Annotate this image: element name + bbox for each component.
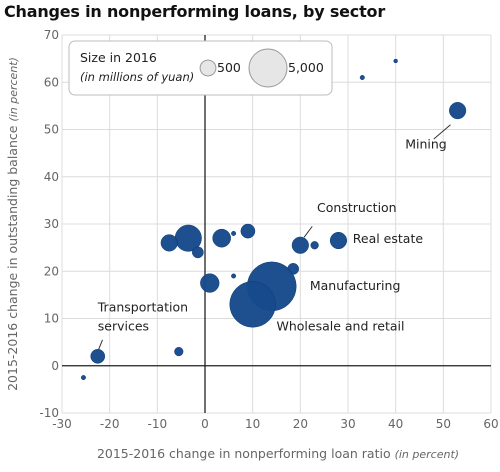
x-tick-label: -30 xyxy=(52,417,72,431)
legend-title: Size in 2016 xyxy=(80,50,157,65)
y-tick-label: 40 xyxy=(44,170,59,184)
bubble xyxy=(174,346,184,357)
x-tick-label: 40 xyxy=(388,417,403,431)
y-tick-label: 20 xyxy=(44,264,59,278)
bubble-annotation: Manufacturing xyxy=(310,278,401,293)
legend: Size in 2016 (in millions of yuan) 500 5,00… xyxy=(68,40,333,96)
leader-line xyxy=(433,124,451,140)
bubble xyxy=(212,228,231,248)
bubble-annotation: services xyxy=(98,318,149,333)
x-tick-label: 60 xyxy=(483,417,498,431)
legend-large-label: 5,000 xyxy=(288,60,324,75)
y-tick-labels: -10 0 10 20 30 40 50 60 70 xyxy=(39,28,59,420)
bubble-wholesale-and-retail xyxy=(229,281,276,328)
x-tick-label: -10 xyxy=(148,417,168,431)
zero-lines xyxy=(62,35,491,413)
bubble xyxy=(192,246,204,259)
legend-bubble-small xyxy=(199,59,217,77)
bubble-annotation: Transportation xyxy=(97,299,188,314)
bubble xyxy=(160,234,178,252)
bubble-mining xyxy=(449,102,467,120)
bubble-real-estate xyxy=(329,231,348,250)
bubble xyxy=(393,58,398,64)
y-tick-label: -10 xyxy=(39,406,59,420)
y-tick-label: 30 xyxy=(44,217,59,231)
x-tick-label: 0 xyxy=(201,417,209,431)
y-tick-label: 10 xyxy=(44,312,59,326)
bubble xyxy=(231,273,237,279)
x-tick-label: 30 xyxy=(340,417,355,431)
x-axis-label: 2015-2016 change in nonperforming loan r… xyxy=(97,446,459,461)
bubble xyxy=(231,230,237,236)
bubble-construction xyxy=(291,236,309,254)
legend-bubble-large xyxy=(248,48,288,88)
y-tick-label: 50 xyxy=(44,123,59,137)
x-tick-label: 10 xyxy=(245,417,260,431)
y-tick-label: 70 xyxy=(44,28,59,42)
bubbles xyxy=(80,58,467,381)
bubble xyxy=(200,273,220,293)
bubble-annotation: Wholesale and retail xyxy=(277,318,405,333)
bubble-annotation: Real estate xyxy=(353,231,424,246)
x-tick-label: -20 xyxy=(100,417,120,431)
y-axis-label: 2015-2016 change in outstanding balance … xyxy=(5,57,20,391)
x-tick-labels: -30 -20 -10 0 10 20 30 40 50 60 xyxy=(52,417,498,431)
bubble xyxy=(240,223,256,239)
leader-lines xyxy=(98,124,451,350)
bubble xyxy=(359,75,365,81)
leader-line xyxy=(98,339,103,350)
bubble xyxy=(310,241,319,250)
x-tick-label: 50 xyxy=(436,417,451,431)
bubble-transportation-services xyxy=(90,348,106,364)
x-tick-label: 20 xyxy=(293,417,308,431)
y-tick-label: 60 xyxy=(44,75,59,89)
bubble xyxy=(80,375,86,381)
bubble-annotation: Construction xyxy=(317,200,397,215)
chart-title: Changes in nonperforming loans, by secto… xyxy=(4,2,386,21)
legend-subtitle: (in millions of yuan) xyxy=(80,70,194,84)
y-tick-label: 0 xyxy=(51,359,59,373)
bubble-annotations: Mining Construction Real estate Manufacturi… xyxy=(97,136,447,333)
legend-small-label: 500 xyxy=(217,60,241,75)
leader-line xyxy=(303,226,313,238)
bubble-annotation: Mining xyxy=(405,136,447,151)
